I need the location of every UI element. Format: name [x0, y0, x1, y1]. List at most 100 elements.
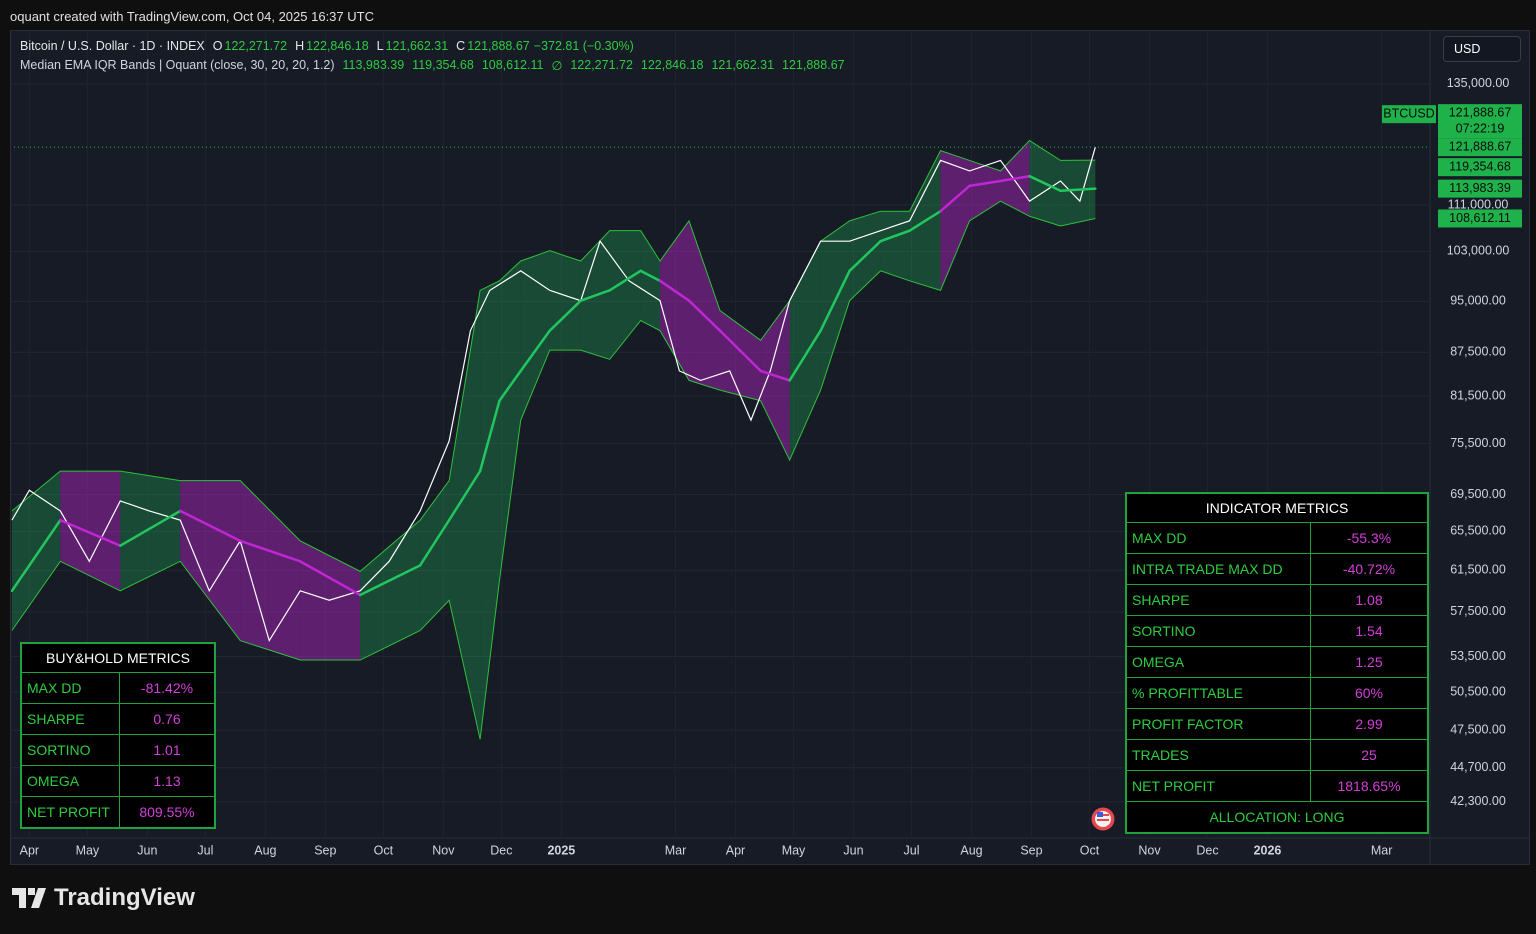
- y-tick-label: 53,500.00: [1450, 649, 1506, 663]
- metric-value: 60%: [1354, 685, 1384, 701]
- metric-name: OMEGA: [1127, 647, 1311, 677]
- ohlc: O 122,271.72 H 122,846.18 L 121,662.31 C 121,88…: [209, 39, 530, 53]
- price-tag: [1438, 209, 1522, 228]
- median-ema: [418, 518, 451, 567]
- band-fill: [60, 471, 121, 591]
- table-row: SHARPE 1.08: [1127, 585, 1427, 616]
- metric-value: 1.13: [153, 773, 181, 789]
- metric-name: SORTINO: [22, 735, 120, 765]
- band-edge: [11, 200, 1096, 740]
- symbol: Bitcoin / U.S. Dollar · 1D · INDEX: [20, 39, 205, 53]
- x-tick-label: 2025: [547, 843, 575, 857]
- metric-name: SHARPE: [1127, 585, 1311, 615]
- metric-name: MAX DD: [1127, 523, 1311, 553]
- band-edge: [11, 139, 1096, 572]
- median-ema: [718, 329, 762, 373]
- x-tick-label: Mar: [1371, 843, 1393, 857]
- indicator-values: 113,983.39 119,354.68 108,612.11 ∅ 122,271.7…: [343, 58, 845, 73]
- price-tag-label: 113,983.39: [1449, 181, 1511, 195]
- ohlc-key: L: [376, 39, 384, 53]
- currency-button[interactable]: USD: [1443, 36, 1521, 62]
- band-fill: [760, 300, 790, 461]
- median-ema: [478, 399, 501, 473]
- x-tick-label: Jun: [137, 843, 157, 857]
- median-ema: [178, 509, 242, 543]
- band-fill: [499, 260, 521, 581]
- y-tick-label: 44,700.00: [1450, 760, 1506, 774]
- median-ema: [1028, 174, 1062, 192]
- y-tick-label: 69,500.00: [1450, 487, 1506, 501]
- indicator-value: 108,612.11: [481, 58, 544, 72]
- x-tick-label: Mar: [665, 843, 687, 857]
- table-row: TRADES 25: [1127, 740, 1427, 771]
- band-fill: [609, 230, 641, 360]
- price-tag: [1438, 158, 1522, 177]
- metric-name: SHARPE: [22, 704, 120, 734]
- indicator-value: 119,354.68: [412, 58, 474, 72]
- indicator-value: 121,662.31: [711, 58, 775, 72]
- band-fill: [640, 230, 661, 331]
- ohlc-value: 122,271.72: [224, 39, 288, 53]
- y-tick-label: 75,500.00: [1450, 436, 1506, 450]
- median-ema: [579, 289, 611, 302]
- last-price-tag: [1438, 104, 1522, 139]
- indicator-value: 122,846.18: [640, 58, 704, 72]
- median-ema: [11, 518, 62, 593]
- x-tick-label: Jun: [843, 843, 863, 857]
- median-ema: [819, 269, 851, 332]
- metric-name: INTRA TRADE MAX DD: [1127, 554, 1311, 584]
- median-ema: [1059, 187, 1097, 192]
- metric-value: 1.08: [1355, 592, 1383, 608]
- x-tick-label: Sep: [1020, 843, 1042, 857]
- x-tick-label: Oct: [1080, 843, 1100, 857]
- symbol-tag-label: BTCUSD: [1383, 106, 1434, 120]
- ohlc-key: O: [212, 39, 223, 53]
- table-row: OMEGA 1.13: [22, 766, 214, 797]
- indicator-metrics-table: INDICATOR METRICS MAX DD -55.3% INTRA TRADE…: [1125, 492, 1429, 834]
- table-footer: ALLOCATION: LONG: [1209, 809, 1345, 825]
- indicator-value: 113,983.39: [342, 58, 405, 72]
- band-fill: [549, 250, 581, 351]
- band-fill: [720, 310, 761, 401]
- metric-value: 809.55%: [139, 804, 195, 820]
- x-tick-label: Dec: [490, 843, 512, 857]
- median-ema: [879, 229, 911, 243]
- ohlc-key: H: [295, 39, 305, 53]
- band-fill: [789, 241, 821, 461]
- median-ema: [908, 209, 942, 232]
- x-tick-label: Aug: [254, 843, 276, 857]
- median-ema: [608, 269, 642, 292]
- median-ema: [519, 329, 552, 373]
- median-ema: [968, 179, 1002, 188]
- metric-value: 1818.65%: [1337, 778, 1401, 794]
- metric-name: PROFIT FACTOR: [1127, 709, 1311, 739]
- band-fill: [940, 150, 970, 291]
- table-row: NET PROFIT 809.55%: [22, 797, 214, 827]
- ohlc-value: 121,662.31: [385, 39, 449, 53]
- band-fill: [689, 220, 720, 391]
- metric-value: -81.42%: [140, 680, 194, 696]
- table-row: SORTINO 1.01: [22, 735, 214, 766]
- metric-value: -55.3%: [1346, 530, 1392, 546]
- median-ema: [238, 539, 302, 563]
- median-ema: [498, 369, 522, 402]
- x-tick-label: Nov: [1138, 843, 1161, 857]
- x-tick-label: Aug: [960, 843, 982, 857]
- median-ema: [848, 239, 882, 273]
- band-fill: [880, 211, 910, 281]
- table-row: SHARPE 0.76: [22, 704, 214, 735]
- y-tick-label: 95,000.00: [1450, 294, 1506, 308]
- x-tick-label: Jul: [904, 843, 920, 857]
- metric-name: OMEGA: [22, 766, 120, 796]
- band-fill: [520, 250, 550, 421]
- table-row: INTRA TRADE MAX DD -40.72%: [1127, 554, 1427, 585]
- table-row: ALLOCATION: LONG: [1127, 802, 1427, 832]
- table-row: OMEGA 1.25: [1127, 647, 1427, 678]
- y-tick-label: 103,000.00: [1447, 244, 1510, 258]
- band-fill: [820, 220, 850, 391]
- symbol-tag: [1382, 105, 1436, 124]
- indicator-value: ∅: [551, 59, 563, 73]
- x-tick-label: Oct: [374, 843, 394, 857]
- band-fill: [180, 480, 241, 641]
